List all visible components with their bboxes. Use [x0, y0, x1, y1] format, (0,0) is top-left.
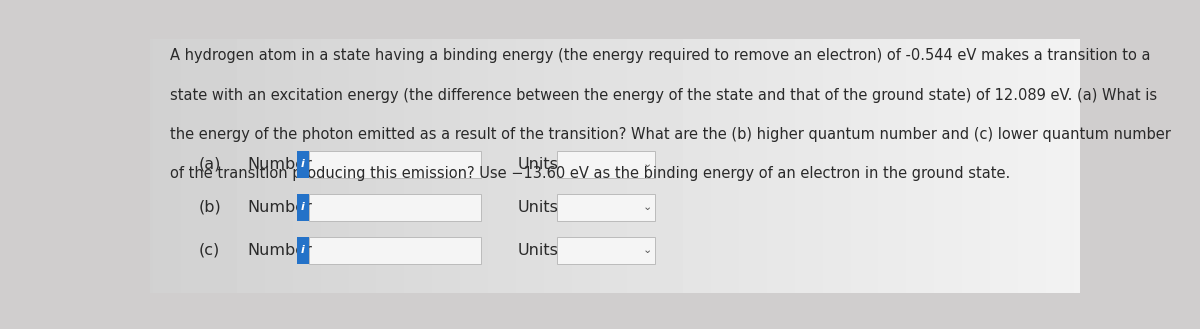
Text: of the transition producing this emission? Use −13.60 eV as the binding energy o: of the transition producing this emissio… — [170, 166, 1010, 181]
Text: Number: Number — [247, 157, 312, 172]
Text: ⌄: ⌄ — [643, 245, 653, 255]
Text: Units: Units — [517, 157, 558, 172]
Text: i: i — [301, 245, 305, 255]
Text: A hydrogen atom in a state having a binding energy (the energy required to remov: A hydrogen atom in a state having a bind… — [170, 48, 1151, 63]
Text: Number: Number — [247, 200, 312, 215]
Text: ⌄: ⌄ — [643, 159, 653, 169]
Text: Units: Units — [517, 200, 558, 215]
Text: the energy of the photon emitted as a result of the transition? What are the (b): the energy of the photon emitted as a re… — [170, 127, 1171, 142]
Text: i: i — [301, 202, 305, 212]
FancyBboxPatch shape — [296, 194, 310, 221]
FancyBboxPatch shape — [557, 237, 655, 264]
FancyBboxPatch shape — [296, 237, 310, 264]
Text: ⌄: ⌄ — [643, 202, 653, 212]
Text: (a): (a) — [198, 157, 221, 172]
FancyBboxPatch shape — [557, 194, 655, 221]
FancyBboxPatch shape — [310, 151, 481, 178]
Text: (c): (c) — [198, 243, 220, 258]
Text: Units: Units — [517, 243, 558, 258]
FancyBboxPatch shape — [310, 237, 481, 264]
Text: i: i — [301, 159, 305, 169]
Text: Number: Number — [247, 243, 312, 258]
FancyBboxPatch shape — [310, 194, 481, 221]
Text: state with an excitation energy (the difference between the energy of the state : state with an excitation energy (the dif… — [170, 88, 1158, 103]
FancyBboxPatch shape — [296, 151, 310, 178]
Text: (b): (b) — [198, 200, 221, 215]
FancyBboxPatch shape — [557, 151, 655, 178]
